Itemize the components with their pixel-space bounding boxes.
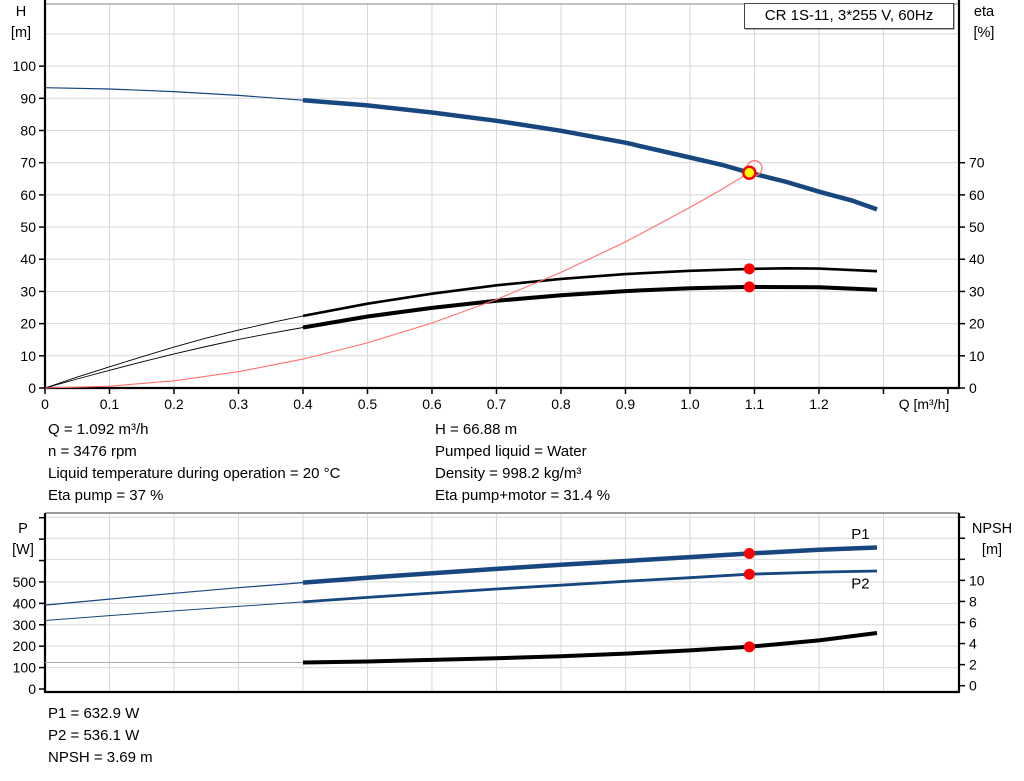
y-left-tick-label: 500 (13, 574, 37, 590)
y-left-tick-label: 0 (28, 681, 36, 697)
info-line: n = 3476 rpm (48, 443, 137, 460)
y-left-tick-label: 20 (20, 316, 36, 332)
y-right-axis-title: NPSH (972, 521, 1012, 537)
system-curve (44, 172, 750, 389)
axis-ticks: 0 10 20 30 40 50 60 70 80 90 100 0 10 20 30 40 50 60 70 0 0.… (13, 58, 985, 412)
y-right-tick-label: 20 (969, 316, 985, 332)
info-line: NPSH = 3.69 m (48, 749, 153, 766)
y-right-tick-label: 30 (969, 283, 985, 299)
x-tick-label: 0.5 (358, 396, 378, 412)
x-axis-title: Q [m³/h] (899, 396, 950, 412)
x-tick-label: 0 (41, 396, 49, 412)
y-left-tick-label: 50 (20, 219, 36, 235)
p2-curve-label: P2 (851, 575, 869, 592)
eta-pump-motor-duty-dot (743, 281, 755, 293)
y-right-tick-label: 70 (969, 155, 985, 171)
y-right-tick-label: 0 (969, 380, 977, 396)
y-right-tick-label: 8 (969, 593, 977, 609)
info-line: Pumped liquid = Water (435, 443, 587, 460)
y-left-tick-label: 200 (13, 638, 37, 654)
y-left-tick-label: 400 (13, 595, 37, 611)
curve-title: CR 1S-11, 3*255 V, 60Hz (764, 7, 934, 24)
y-left-tick-label: 100 (13, 58, 37, 74)
info-line: Eta pump = 37 % (48, 487, 164, 504)
y-right-tick-label: 4 (969, 636, 977, 652)
info-line: Q = 1.092 m³/h (48, 421, 149, 438)
y-right-tick-label: 0 (969, 678, 977, 694)
y-left-axis-title: [W] (12, 542, 34, 558)
y-left-tick-label: 70 (20, 155, 36, 171)
axis-ticks: 0 100 200 300 400 500 0 2 4 6 8 10 (13, 516, 985, 697)
x-tick-label: 0.8 (551, 396, 571, 412)
p1-curve-thin (44, 582, 304, 606)
y-right-axis-title: eta (974, 4, 995, 20)
head-curve-thin (44, 87, 304, 101)
info-panel-duty-left: Q = 1.092 m³/h n = 3476 rpm Liquid tempera… (48, 419, 340, 507)
y-left-tick-label: 60 (20, 187, 36, 203)
curve-title-box: CR 1S-11, 3*255 V, 60Hz (744, 3, 954, 29)
p2-duty-dot (743, 568, 755, 580)
y-right-tick-label: 10 (969, 572, 985, 588)
duty-point (742, 165, 757, 180)
eta-pump-curve (302, 266, 878, 318)
y-left-tick-label: 10 (20, 348, 36, 364)
y-left-axis-title: H (16, 4, 26, 20)
info-panel-power: P1 = 632.9 W P2 = 536.1 W NPSH = 3.69 m (48, 703, 153, 769)
x-tick-label: 1.2 (809, 396, 829, 412)
x-tick-label: 0.7 (487, 396, 507, 412)
qh-eta-chart: 0 10 20 30 40 50 60 70 80 90 100 0 10 20 30 40 50 60 70 0 0.… (11, 0, 995, 412)
y-left-tick-label: 90 (20, 90, 36, 106)
power-npsh-chart: 0 100 200 300 400 500 0 2 4 6 8 10 P [W] NPSH [m] P1 P2 (12, 512, 1012, 697)
y-right-axis-title: [%] (974, 25, 995, 41)
x-tick-label: 1.1 (745, 396, 765, 412)
y-left-tick-label: 30 (20, 283, 36, 299)
info-line: Density = 998.2 kg/m³ (435, 465, 582, 482)
y-left-tick-label: 80 (20, 122, 36, 138)
info-panel-duty-right: H = 66.88 m Pumped liquid = Water Density … (435, 419, 610, 507)
x-tick-label: 0.6 (422, 396, 442, 412)
y-right-axis-title: [m] (982, 542, 1002, 558)
p1-curve (302, 545, 878, 585)
gridlines (45, 513, 959, 692)
y-left-tick-label: 40 (20, 251, 36, 267)
p1-duty-dot (743, 547, 755, 559)
p1-curve-label: P1 (851, 526, 869, 543)
info-line: P2 = 536.1 W (48, 727, 140, 744)
y-right-tick-label: 50 (969, 219, 985, 235)
npsh-duty-dot (743, 641, 755, 653)
y-left-tick-label: 100 (13, 660, 37, 676)
x-tick-label: 0.3 (229, 396, 249, 412)
eta-pump-motor-curve (302, 284, 878, 330)
x-tick-label: 0.1 (100, 396, 120, 412)
y-left-tick-label: 300 (13, 617, 37, 633)
x-tick-label: 0.2 (164, 396, 184, 412)
y-right-tick-label: 40 (969, 251, 985, 267)
x-tick-label: 1.0 (680, 396, 700, 412)
info-line: Liquid temperature during operation = 20… (48, 465, 341, 482)
eta-pump-curve-thin (44, 315, 304, 389)
y-left-axis-title: [m] (11, 25, 31, 41)
y-right-tick-label: 2 (969, 657, 977, 673)
y-right-tick-label: 10 (969, 348, 985, 364)
info-line: H = 66.88 m (435, 421, 518, 438)
eta-pump-duty-dot (743, 263, 755, 275)
x-tick-label: 0.4 (293, 396, 313, 412)
head-curve (302, 97, 878, 212)
info-line: Eta pump+motor = 31.4 % (435, 487, 611, 504)
y-left-axis-title: P (18, 521, 28, 537)
eta-pump-motor-curve-thin (44, 327, 304, 389)
npsh-curve (302, 631, 878, 665)
p2-curve (302, 569, 878, 604)
x-tick-label: 0.9 (616, 396, 636, 412)
y-right-tick-label: 6 (969, 615, 977, 631)
y-left-tick-label: 0 (28, 380, 36, 396)
gridlines (45, 4, 959, 388)
y-right-tick-label: 60 (969, 187, 985, 203)
p2-curve-thin (44, 601, 304, 621)
info-line: P1 = 632.9 W (48, 705, 140, 722)
